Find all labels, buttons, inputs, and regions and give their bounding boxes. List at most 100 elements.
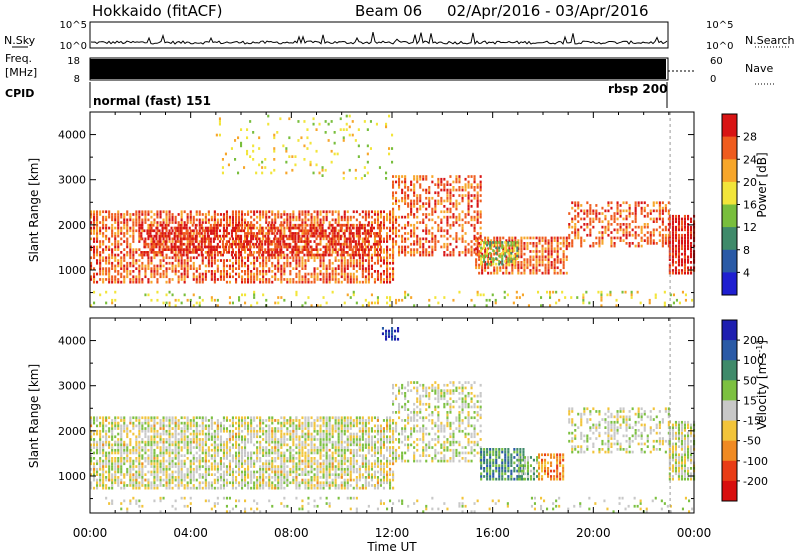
heatmap-cell: [367, 215, 370, 219]
heatmap-cell: [277, 267, 280, 270]
heatmap-cell: [150, 459, 153, 463]
heatmap-cell: [144, 421, 147, 425]
heatmap-cell: [256, 272, 259, 276]
heatmap-cell: [153, 213, 156, 216]
heatmap-cell: [212, 229, 215, 233]
heatmap-cell: [156, 298, 159, 302]
heatmap-cell: [221, 253, 224, 257]
heatmap-cell: [364, 298, 367, 302]
heatmap-cell: [177, 232, 180, 235]
heatmap-cell: [156, 270, 159, 273]
heatmap-cell: [476, 213, 479, 216]
heatmap-cell: [529, 261, 532, 264]
heatmap-cell: [343, 213, 346, 216]
heatmap-cell: [186, 473, 189, 476]
heatmap-cell: [206, 251, 209, 254]
heatmap-cell: [195, 229, 198, 233]
heatmap-cell: [306, 251, 309, 254]
heatmap-cell: [321, 232, 324, 235]
heatmap-cell: [218, 229, 221, 233]
heatmap-cell: [144, 218, 147, 222]
heatmap-cell: [96, 470, 99, 474]
heatmap-cell: [354, 177, 357, 180]
heatmap-cell: [228, 215, 231, 219]
heatmap-cell: [176, 234, 179, 238]
heatmap-cell: [129, 256, 132, 260]
heatmap-cell: [571, 217, 574, 221]
heatmap-cell: [243, 229, 246, 233]
heatmap-cell: [674, 250, 677, 253]
heatmap-cell: [319, 248, 322, 251]
heatmap-cell: [461, 237, 464, 241]
heatmap-cell: [201, 259, 204, 262]
heatmap-cell: [138, 264, 141, 268]
heatmap-cell: [132, 213, 135, 216]
heatmap-cell: [315, 237, 318, 241]
heatmap-cell: [661, 206, 664, 210]
heatmap-cell: [93, 226, 96, 230]
heatmap-cell: [316, 256, 319, 260]
heatmap-cell: [479, 199, 482, 203]
heatmap-cell: [117, 459, 120, 463]
heatmap-cell: [373, 210, 376, 214]
heatmap-cell: [316, 251, 319, 254]
heatmap-cell: [499, 239, 502, 242]
heatmap-cell: [297, 226, 300, 230]
heatmap-cell: [117, 272, 120, 276]
heatmap-cell: [192, 467, 195, 471]
heatmap-cell: [283, 261, 286, 265]
heatmap-cell: [235, 232, 238, 235]
heatmap-cell: [487, 247, 490, 251]
heatmap-cell: [253, 256, 256, 260]
heatmap-cell: [114, 234, 117, 238]
heatmap-cell: [294, 240, 297, 243]
heatmap-cell: [437, 202, 440, 205]
heatmap-cell: [153, 465, 156, 468]
heatmap-cell: [99, 424, 102, 428]
heatmap-cell: [604, 214, 607, 218]
heatmap-cell: [292, 280, 295, 284]
heatmap-cell: [170, 242, 173, 246]
heatmap-cell: [105, 454, 108, 457]
heatmap-cell: [132, 278, 135, 281]
heatmap-cell: [392, 194, 395, 197]
heatmap-cell: [658, 204, 661, 207]
heatmap-cell: [129, 419, 132, 422]
heatmap-cell: [616, 231, 619, 234]
heatmap-cell: [595, 236, 598, 240]
heatmap-cell: [379, 221, 382, 224]
heatmap-cell: [343, 215, 346, 219]
colorbar-tick-label: 12: [743, 221, 757, 234]
heatmap-cell: [165, 267, 168, 270]
heatmap-cell: [461, 226, 464, 230]
heatmap-cell: [674, 239, 677, 242]
heatmap-cell: [216, 213, 219, 216]
heatmap-cell: [683, 220, 686, 223]
heatmap-cell: [493, 266, 496, 270]
heatmap-cell: [480, 257, 483, 260]
heatmap-cell: [153, 275, 156, 279]
heatmap-cell: [144, 440, 147, 444]
heatmap-cell: [262, 251, 265, 254]
heatmap-cell: [389, 248, 392, 251]
heatmap-cell: [470, 205, 473, 208]
heatmap-cell: [108, 267, 111, 270]
heatmap-cell: [361, 304, 364, 307]
heatmap-cell: [562, 242, 565, 245]
heatmap-cell: [516, 254, 519, 258]
heatmap-cell: [273, 237, 276, 241]
heatmap-cell: [422, 177, 425, 181]
heatmap-cell: [117, 213, 120, 216]
heatmap-cell: [153, 484, 156, 487]
heatmap-cell: [376, 245, 379, 249]
heatmap-cell: [634, 204, 637, 207]
heatmap-cell: [96, 221, 99, 224]
heatmap-cell: [486, 254, 489, 258]
heatmap-cell: [286, 253, 289, 257]
heatmap-cell: [132, 481, 135, 485]
heatmap-cell: [298, 270, 301, 273]
heatmap-cell: [562, 255, 565, 259]
heatmap-cell: [407, 202, 410, 205]
heatmap-cell: [105, 248, 108, 251]
heatmap-cell: [422, 251, 425, 254]
